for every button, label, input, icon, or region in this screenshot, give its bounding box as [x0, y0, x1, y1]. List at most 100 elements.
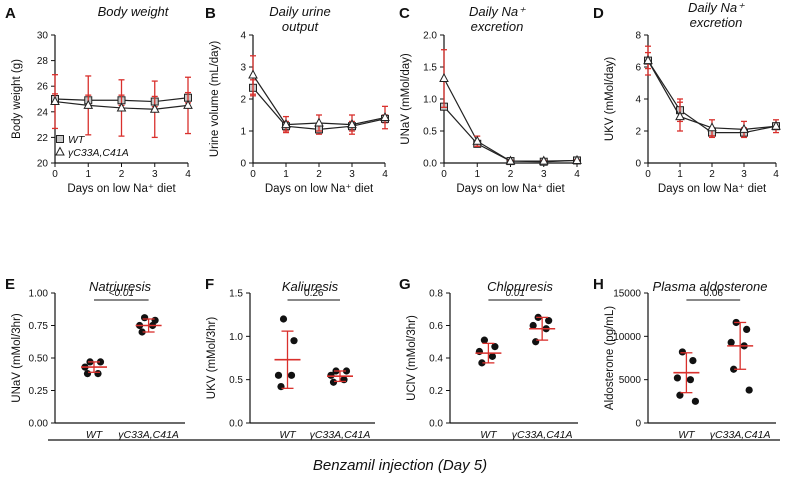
panel-letter: D	[593, 5, 604, 22]
panel-letter: C	[399, 5, 410, 22]
data-point	[532, 338, 540, 346]
x-tick-label: 1	[677, 169, 683, 180]
data-point-triangle	[771, 120, 781, 130]
data-point	[686, 376, 695, 384]
data-point	[488, 352, 496, 360]
y-tick-label: 5000	[619, 375, 642, 386]
y-tick-label: 1.5	[229, 289, 243, 300]
y-tick-label: 0.00	[29, 419, 49, 430]
y-axis-label: UNaV (mMol/day)	[400, 53, 412, 145]
chart-panel-g: G Chloruresis 0.0 0.2 0.4 0.6 0.8 UClV (mMol/3h…	[399, 276, 578, 441]
data-point-triangle	[347, 119, 357, 129]
y-tick-label: 1.0	[423, 95, 437, 106]
legend-label-wt: WT	[68, 134, 86, 146]
x-tick-label: 0	[645, 169, 651, 180]
x-axis-label: Days on low Na⁺ diet	[658, 183, 767, 195]
data-point-triangle	[675, 111, 685, 121]
data-point	[475, 347, 483, 356]
panel-letter: F	[205, 276, 214, 293]
data-point	[279, 315, 288, 323]
x-tick-label: 2	[709, 169, 715, 180]
y-tick-label: 0	[240, 159, 246, 170]
p-value-label: 0.26	[304, 288, 324, 299]
x-axis-label: Days on low Na⁺ diet	[456, 183, 565, 195]
x-tick-label: 4	[773, 169, 779, 180]
chart-panel-c: C Daily Na⁺ excretion 0.0 0.5 1.0 1.5 2.0 UNaV (…	[399, 4, 582, 195]
data-point	[545, 317, 553, 325]
category-label: γC33A,C41A	[118, 429, 179, 441]
data-point-triangle	[183, 99, 193, 109]
data-point	[96, 358, 105, 366]
data-point	[274, 371, 283, 379]
data-point	[743, 325, 751, 333]
data-point-triangle	[739, 123, 749, 133]
y-tick-label: 0.50	[29, 354, 49, 365]
y-axis-label: UClV (mMol/3hr)	[406, 315, 418, 401]
y-axis-label: Urine volume (mL/day)	[209, 41, 221, 157]
x-tick-label: 2	[119, 169, 125, 180]
series-line-mutant	[647, 60, 777, 131]
data-point-triangle	[281, 119, 291, 129]
data-point	[287, 371, 296, 379]
data-point	[138, 328, 146, 336]
y-tick-label: 8	[635, 31, 641, 42]
chart-panel-e: E Natriuresis 0.00 0.25 0.50 0.75 1.00 UNaV (mM…	[5, 276, 185, 441]
y-tick-label: 1.5	[423, 63, 437, 74]
panel-title: Chloruresis	[487, 279, 553, 294]
x-axis-label: Days on low Na⁺ diet	[67, 183, 176, 195]
y-tick-label: 15000	[613, 289, 641, 300]
p-value-label: 0.06	[704, 288, 724, 299]
category-label: WT	[678, 429, 696, 441]
y-axis-label: Aldosterone (pg/mL)	[604, 306, 616, 410]
y-tick-label: 0.0	[229, 419, 243, 430]
category-label: γC33A,C41A	[512, 429, 573, 441]
panel-letter: E	[5, 276, 15, 293]
y-tick-label: 6	[635, 63, 641, 74]
panel-letter: G	[399, 276, 411, 293]
data-point-triangle	[314, 117, 324, 127]
x-tick-label: 3	[152, 169, 158, 180]
y-tick-label: 10000	[613, 332, 641, 343]
y-axis-label: UKV (mMol/day)	[604, 57, 616, 142]
p-value-label: 0.01	[506, 288, 525, 299]
panel-title: Kaliuresis	[282, 279, 339, 294]
panel-title: Daily Na⁺ excretion	[469, 4, 526, 34]
data-point-triangle	[472, 135, 483, 145]
y-tick-label: 30	[37, 31, 49, 42]
chart-panel-b: B Daily urine output 0 1 2 3 4 Urine volume (mL/…	[205, 4, 390, 195]
data-point	[480, 336, 488, 344]
legend-marker-triangle	[55, 146, 65, 156]
y-tick-label: 2	[635, 127, 641, 138]
y-tick-label: 0.25	[29, 386, 49, 397]
data-point-triangle	[538, 155, 549, 165]
y-tick-label: 26	[37, 82, 49, 93]
y-axis-label: UNaV (mMol/3hr)	[11, 313, 23, 403]
data-point	[342, 367, 351, 375]
y-tick-label: 28	[37, 56, 49, 67]
x-tick-label: 3	[349, 169, 355, 180]
data-point	[678, 348, 687, 356]
x-tick-label: 1	[85, 169, 91, 180]
panel-title: Plasma aldosterone	[653, 279, 768, 294]
x-tick-label: 1	[283, 169, 289, 180]
x-tick-label: 4	[574, 169, 580, 180]
y-tick-label: 1.0	[229, 332, 243, 343]
legend-marker-square	[56, 135, 64, 143]
x-tick-label: 0	[441, 169, 447, 180]
data-point	[730, 365, 738, 373]
y-tick-label: 2	[240, 95, 246, 106]
x-tick-label: 1	[474, 169, 480, 180]
x-tick-label: 2	[316, 169, 322, 180]
data-point	[727, 338, 735, 346]
chart-panel-h: H Plasma aldosterone 0 5000 10000 15000 Aldost…	[593, 276, 776, 441]
y-tick-label: 0.5	[229, 375, 243, 386]
y-tick-label: 0.2	[429, 386, 443, 397]
data-point	[689, 357, 697, 365]
y-tick-label: 0	[635, 159, 641, 170]
data-point	[673, 374, 682, 382]
y-tick-label: 4	[635, 95, 641, 106]
data-point	[277, 383, 285, 391]
x-tick-label: 4	[185, 169, 191, 180]
